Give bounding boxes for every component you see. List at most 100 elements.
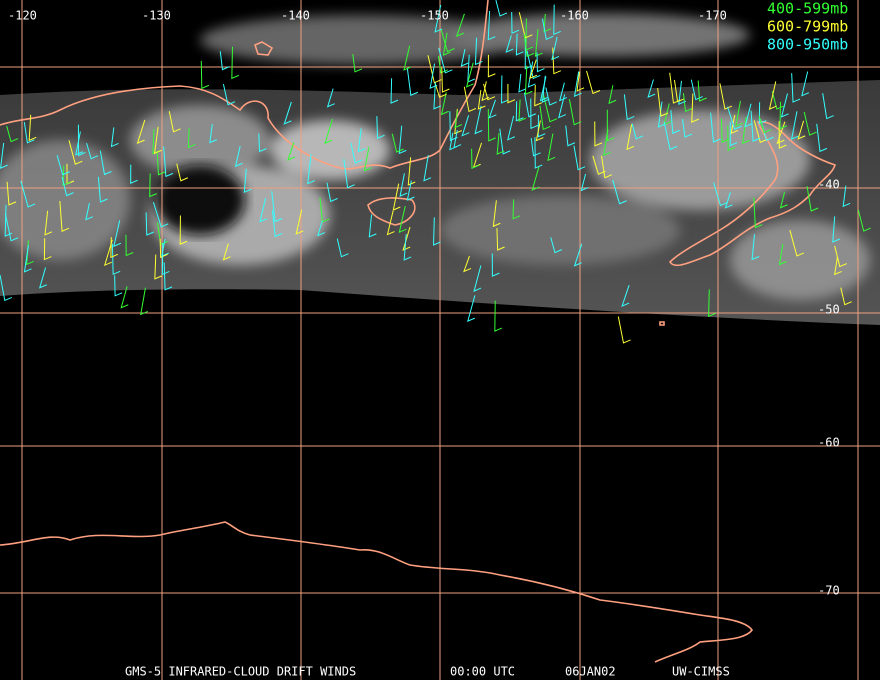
footer-time: 00:00 UTC — [450, 665, 515, 679]
wind-barb — [427, 55, 442, 84]
wind-barb — [488, 99, 497, 119]
wind-barb — [111, 243, 121, 276]
wind-barb — [537, 114, 546, 138]
wind-barb — [200, 60, 209, 90]
wind-barb — [110, 127, 119, 148]
wind-barb — [758, 116, 772, 134]
wind-barb — [477, 90, 486, 110]
wind-barb — [487, 54, 496, 78]
legend-entry: 400-599mb — [767, 0, 848, 18]
wind-barb — [543, 13, 552, 33]
wind-barb — [626, 124, 635, 151]
wind-barb — [402, 226, 411, 251]
wind-barb — [471, 148, 480, 170]
wind-barb — [231, 46, 240, 80]
wind-barb — [149, 173, 157, 198]
wind-barb — [801, 71, 810, 97]
wind-barb — [518, 99, 527, 122]
wind-barb — [99, 150, 112, 176]
coastlines — [0, 0, 836, 663]
wind-barb — [43, 238, 52, 261]
wind-barb — [603, 129, 611, 157]
wind-barb — [363, 146, 372, 172]
wind-barb — [449, 111, 458, 142]
wind-barb — [6, 125, 19, 143]
wind-barb — [140, 287, 148, 316]
wind-barb — [442, 32, 451, 56]
wind-barb — [343, 159, 355, 189]
wind-barb — [406, 67, 419, 96]
wind-barb — [580, 173, 589, 192]
longitude-label: -130 — [142, 9, 171, 23]
wind-barb — [222, 84, 236, 106]
wind-barb — [454, 110, 463, 129]
wind-barb — [496, 228, 505, 251]
wind-barb — [612, 179, 627, 205]
wind-barb — [324, 118, 333, 145]
wind-barb — [259, 197, 268, 223]
wind-barb — [467, 295, 476, 322]
wind-barb — [617, 316, 631, 344]
wind-barb — [20, 180, 36, 208]
wind-barb — [515, 33, 524, 56]
wind-barb — [399, 173, 408, 197]
wind-barb — [768, 81, 777, 110]
wind-barb — [816, 123, 828, 153]
wind-barb — [576, 71, 585, 92]
wind-barb — [61, 176, 74, 197]
wind-barb — [145, 212, 154, 236]
wind-barb — [690, 79, 703, 101]
footer-title: GMS-5 INFRARED-CLOUD DRIFT WINDS — [125, 665, 356, 679]
wind-barb — [515, 101, 524, 122]
wind-barb — [153, 126, 162, 155]
wind-barb — [423, 154, 432, 182]
wind-barb — [481, 81, 490, 102]
wind-barb — [536, 52, 545, 73]
wind-barb — [440, 29, 455, 53]
wind-barb — [512, 199, 521, 220]
wind-barb — [601, 155, 613, 179]
wind-barb — [518, 73, 527, 93]
wind-barb — [434, 4, 443, 33]
wind-barb — [535, 120, 544, 142]
wind-barb — [398, 205, 407, 234]
wind-barb — [390, 78, 399, 104]
wind-barb — [159, 238, 168, 259]
wind-barb — [529, 59, 538, 80]
wind-barb — [97, 176, 108, 203]
wind-barb — [511, 12, 520, 34]
wind-barb — [559, 82, 567, 102]
wind-barb — [724, 192, 733, 209]
wind-barb — [524, 65, 533, 96]
wind-barb — [429, 63, 438, 89]
wind-barb — [534, 137, 543, 169]
wind-barb — [28, 114, 37, 142]
wind-barb — [287, 142, 296, 161]
wind-barb — [751, 234, 760, 261]
wind-barb — [473, 265, 482, 292]
wind-barb — [806, 186, 819, 212]
wind-barb — [398, 125, 407, 155]
wind-barb — [779, 191, 788, 209]
wind-barb — [594, 121, 603, 147]
wind-barb — [669, 72, 681, 104]
wind-barb — [357, 128, 366, 153]
wind-barb — [523, 33, 535, 58]
wind-barb — [156, 151, 166, 176]
wind-barb — [453, 129, 462, 149]
wind-barb — [606, 109, 615, 142]
wind-barb — [621, 285, 630, 307]
wind-barb — [130, 164, 138, 184]
legend-entry: 600-799mb — [767, 18, 848, 36]
wind-barb — [551, 36, 560, 61]
wind-barb — [222, 243, 231, 261]
wind-barb — [113, 220, 122, 248]
wind-barb — [234, 145, 243, 168]
wind-barb — [438, 47, 453, 74]
wind-barb — [558, 94, 566, 119]
wind-barb — [670, 110, 681, 134]
wind-barb — [463, 255, 472, 273]
longitude-label: -170 — [698, 9, 727, 23]
wind-barb — [720, 118, 730, 143]
